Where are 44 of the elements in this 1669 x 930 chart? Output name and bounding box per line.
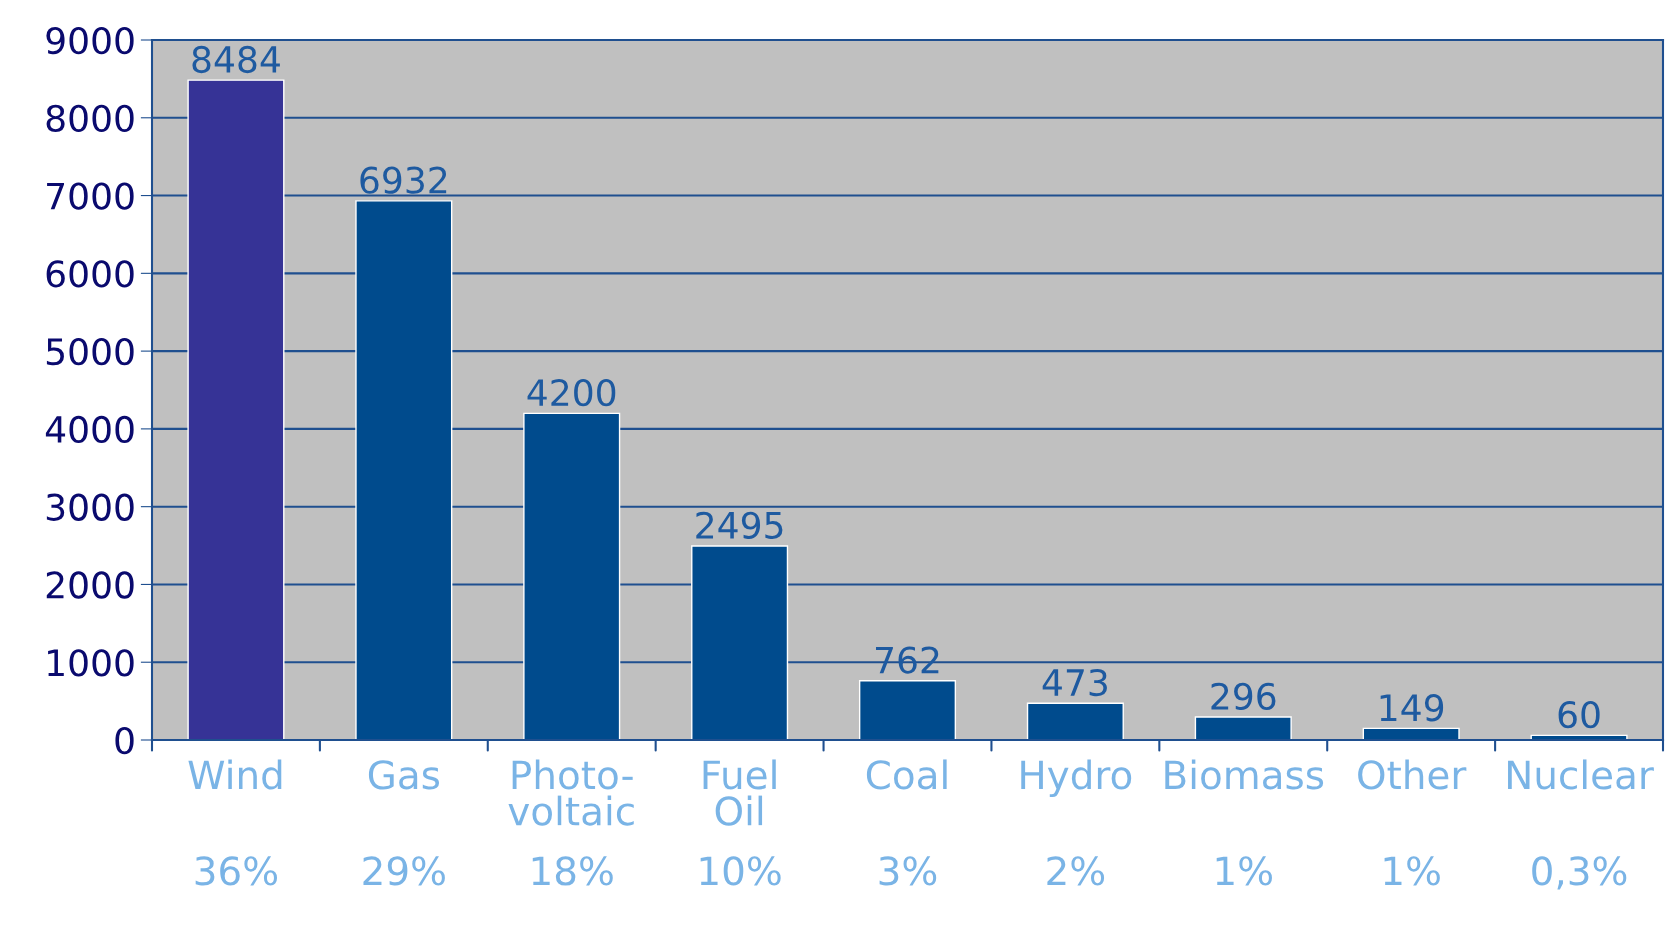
- data-label: 8484: [192, 45, 280, 74]
- y-tick-label: 2000: [46, 571, 134, 599]
- text: 18%: [532, 856, 613, 886]
- y-tick-label: 9000: [46, 26, 134, 55]
- x-tick-label: Gas: [368, 760, 440, 790]
- data-label: 6932: [360, 166, 447, 194]
- x-tick-label: Fuel Oil: [703, 759, 776, 826]
- text: 2%: [1047, 856, 1105, 886]
- x-tick-label: Photo- voltaic: [508, 759, 634, 826]
- x-tick-label: Biomass: [1165, 759, 1324, 790]
- text: 1%: [1384, 856, 1440, 886]
- text: 1%: [1216, 856, 1272, 886]
- x-tick-label: Hydro: [1021, 759, 1132, 798]
- x-tick-label: Coal: [866, 759, 947, 790]
- bar: [523, 412, 621, 740]
- y-tick-label: 5000: [46, 338, 134, 366]
- data-label: 473: [1042, 668, 1107, 697]
- bar: [1362, 727, 1460, 740]
- y-tick-label: 1000: [48, 649, 134, 677]
- text: 29%: [363, 856, 445, 886]
- y-tick-label: 3000: [46, 493, 134, 521]
- bar: [1026, 702, 1124, 740]
- text: 36%: [195, 856, 278, 886]
- bar: [1194, 716, 1292, 740]
- y-tick-label: 0: [115, 726, 134, 755]
- y-tick-label: 7000: [47, 182, 134, 210]
- text: 10%: [700, 856, 781, 886]
- x-tick-label: Other: [1358, 759, 1467, 790]
- y-tick-label: 8000: [46, 104, 134, 133]
- x-tick-label: Wind: [188, 759, 282, 790]
- text: 3%: [879, 856, 937, 886]
- bar: [858, 680, 957, 740]
- data-label: 296: [1211, 682, 1276, 710]
- data-label: 4200: [527, 379, 616, 407]
- y-tick-label: 4000: [45, 415, 134, 444]
- bar: [355, 200, 453, 740]
- x-tick-label: Nuclear: [1508, 759, 1654, 790]
- bar: [187, 79, 285, 740]
- data-label: 60: [1558, 701, 1600, 729]
- data-label: 149: [1380, 694, 1444, 722]
- y-tick-label: 6000: [46, 260, 134, 288]
- bar: [691, 545, 789, 740]
- data-label: 2495: [696, 511, 783, 539]
- text: 0,3%: [1532, 856, 1627, 890]
